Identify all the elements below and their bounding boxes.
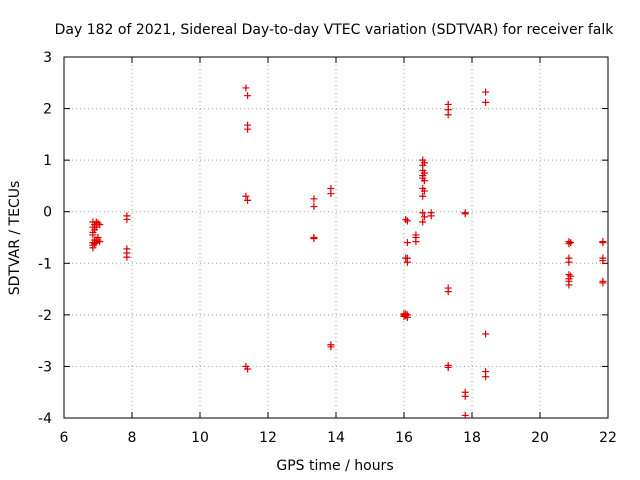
data-points xyxy=(89,84,607,419)
data-point xyxy=(402,312,410,320)
data-point xyxy=(327,343,335,351)
data-point xyxy=(403,258,411,266)
data-point xyxy=(427,212,435,220)
y-tick-label: -3 xyxy=(38,359,52,375)
data-point xyxy=(565,281,573,289)
data-point xyxy=(94,219,102,227)
data-point xyxy=(244,365,252,373)
x-tick-label: 12 xyxy=(259,430,277,446)
data-point xyxy=(419,218,427,226)
data-point xyxy=(599,279,607,287)
chart-title: Day 182 of 2021, Sidereal Day-to-day VTE… xyxy=(55,22,615,38)
data-point xyxy=(89,231,97,239)
data-point xyxy=(461,392,469,400)
x-tick-label: 22 xyxy=(599,430,617,446)
data-point xyxy=(420,169,428,177)
data-point xyxy=(310,235,318,243)
data-point xyxy=(420,159,428,167)
data-point xyxy=(310,203,318,211)
data-point xyxy=(567,239,575,247)
data-point xyxy=(403,239,411,247)
y-tick-label: -4 xyxy=(38,411,52,427)
data-point xyxy=(91,240,99,248)
data-point xyxy=(242,84,250,92)
data-point xyxy=(461,210,469,218)
data-point xyxy=(565,240,573,248)
x-tick-label: 18 xyxy=(463,430,481,446)
axis-ticks xyxy=(63,56,609,419)
data-point xyxy=(482,330,490,338)
y-tick-labels: -4 -3 -2 -1 0 1 2 3 xyxy=(38,50,52,427)
y-tick-label: 3 xyxy=(43,50,52,66)
data-point xyxy=(402,215,410,223)
data-point xyxy=(123,215,131,223)
data-point xyxy=(461,411,469,419)
x-tick-label: 8 xyxy=(128,430,137,446)
x-tick-label: 10 xyxy=(191,430,209,446)
y-tick-label: -1 xyxy=(38,256,52,272)
x-tick-label: 14 xyxy=(327,430,345,446)
y-tick-label: 0 xyxy=(43,205,52,221)
data-point xyxy=(96,221,104,229)
y-axis-title: SDTVAR / TECUs xyxy=(7,181,23,296)
data-point xyxy=(567,272,575,280)
data-point xyxy=(89,244,97,252)
data-point xyxy=(310,195,318,203)
y-tick-label: -2 xyxy=(38,308,52,324)
data-point xyxy=(327,190,335,198)
x-tick-label: 20 xyxy=(531,430,549,446)
data-point xyxy=(419,192,427,200)
y-tick-label: 2 xyxy=(43,102,52,118)
data-point xyxy=(444,288,452,296)
y-tick-label: 1 xyxy=(43,153,52,169)
x-axis-title: GPS time / hours xyxy=(276,458,393,474)
data-point xyxy=(482,88,490,96)
data-point xyxy=(403,217,411,225)
data-point xyxy=(599,239,607,247)
data-point xyxy=(242,192,250,200)
data-point xyxy=(94,236,102,244)
data-point xyxy=(482,98,490,106)
data-point xyxy=(482,373,490,381)
grid-lines xyxy=(64,57,608,418)
data-point xyxy=(412,238,420,246)
data-point xyxy=(420,187,428,195)
data-point xyxy=(599,257,607,265)
data-point xyxy=(420,177,428,185)
data-point xyxy=(444,111,452,119)
data-point xyxy=(96,238,104,246)
data-point xyxy=(244,92,252,100)
data-point xyxy=(444,363,452,371)
data-point xyxy=(420,213,428,221)
data-point xyxy=(565,258,573,266)
data-point xyxy=(244,196,252,204)
x-tick-label: 16 xyxy=(395,430,413,446)
data-point xyxy=(244,125,252,133)
data-point xyxy=(419,209,427,217)
data-point xyxy=(403,313,411,321)
x-tick-labels: 6 8 10 12 14 16 18 20 22 xyxy=(60,430,617,446)
x-tick-label: 6 xyxy=(60,430,69,446)
data-point xyxy=(123,253,131,261)
